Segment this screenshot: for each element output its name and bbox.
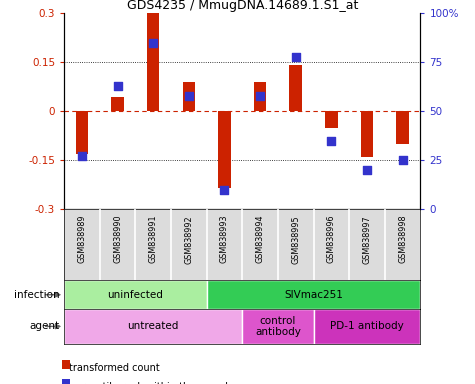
- Point: [149, 40, 157, 46]
- Bar: [147, 13, 160, 111]
- Text: SIVmac251: SIVmac251: [284, 290, 343, 300]
- Text: untreated: untreated: [127, 321, 179, 331]
- Point: [399, 157, 407, 164]
- Point: [363, 167, 371, 173]
- Text: GSM838996: GSM838996: [327, 215, 336, 263]
- Text: GSM838993: GSM838993: [220, 215, 229, 263]
- Text: infection: infection: [14, 290, 59, 300]
- Text: GSM838998: GSM838998: [398, 215, 407, 263]
- Title: GDS4235 / MmugDNA.14689.1.S1_at: GDS4235 / MmugDNA.14689.1.S1_at: [126, 0, 358, 12]
- Text: PD-1 antibody: PD-1 antibody: [330, 321, 404, 331]
- Text: GSM838997: GSM838997: [362, 215, 371, 263]
- Point: [114, 83, 122, 89]
- Bar: [289, 65, 302, 111]
- Point: [185, 93, 193, 99]
- Point: [220, 187, 228, 193]
- Text: GSM838995: GSM838995: [291, 215, 300, 263]
- Bar: [242, 309, 314, 344]
- Bar: [207, 280, 420, 309]
- Text: GSM838992: GSM838992: [184, 215, 193, 263]
- Text: GSM838991: GSM838991: [149, 215, 158, 263]
- Bar: [361, 111, 373, 157]
- Text: GSM838994: GSM838994: [256, 215, 265, 263]
- Text: percentile rank within the sample: percentile rank within the sample: [69, 382, 234, 384]
- Point: [256, 93, 264, 99]
- Bar: [76, 111, 88, 154]
- Text: GSM838989: GSM838989: [77, 215, 86, 263]
- Bar: [64, 309, 242, 344]
- Bar: [111, 97, 124, 111]
- Point: [78, 153, 86, 159]
- Text: agent: agent: [29, 321, 59, 331]
- Bar: [182, 82, 195, 111]
- Point: [292, 53, 299, 60]
- Point: [328, 138, 335, 144]
- Text: uninfected: uninfected: [107, 290, 163, 300]
- Bar: [396, 111, 409, 144]
- Bar: [254, 82, 266, 111]
- Text: GSM838990: GSM838990: [113, 215, 122, 263]
- Text: control
antibody: control antibody: [255, 316, 301, 337]
- Bar: [314, 309, 420, 344]
- Bar: [218, 111, 231, 188]
- Bar: [64, 280, 207, 309]
- Bar: [325, 111, 338, 127]
- Text: transformed count: transformed count: [69, 363, 160, 373]
